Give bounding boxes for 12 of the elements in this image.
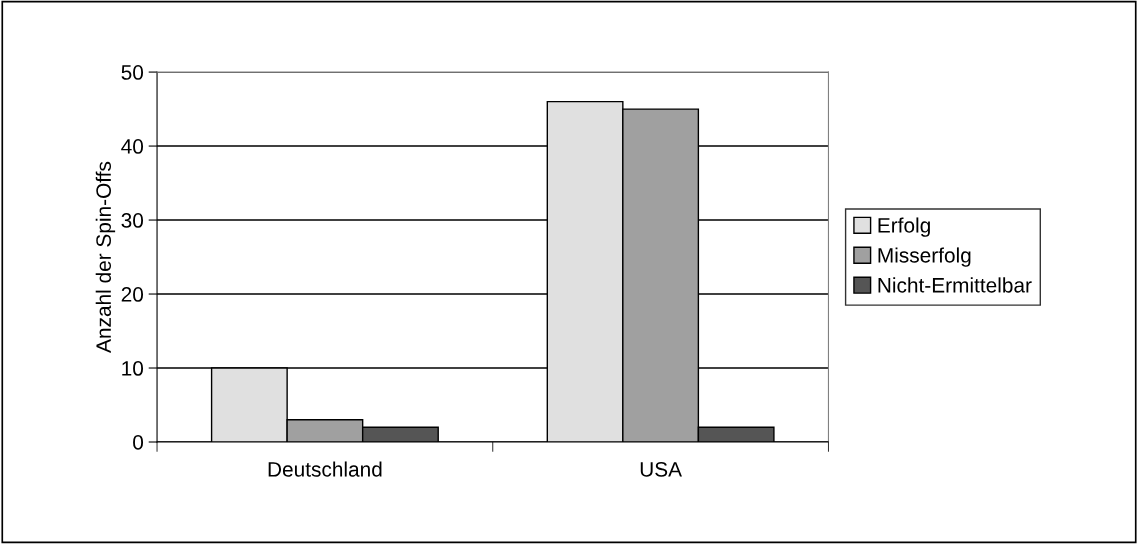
- y-tick-label: 30: [121, 213, 144, 228]
- y-tick-label: 0: [133, 435, 144, 450]
- legend-label: Erfolg: [878, 217, 930, 237]
- y-tick-label: 50: [121, 65, 144, 80]
- y-axis-title: Anzahl der Spin-Offs: [95, 161, 116, 353]
- x-tick-label: USA: [640, 461, 682, 477]
- y-tick-label: 10: [122, 361, 144, 376]
- x-tick-label: Deutschland: [268, 461, 382, 477]
- y-tick-label: 20: [121, 287, 144, 302]
- legend-label: Misserfolg: [878, 247, 971, 267]
- legend-label: Nicht-Ermittelbar: [878, 277, 1032, 293]
- y-tick-label: 40: [121, 139, 144, 154]
